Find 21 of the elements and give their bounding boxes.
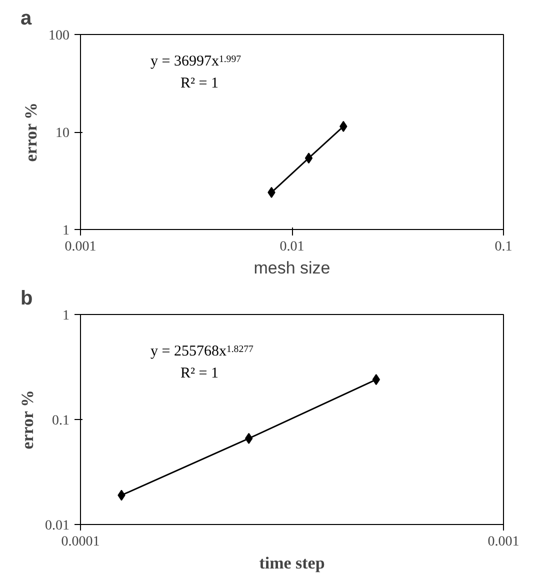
annotation: R² = 1	[180, 76, 218, 92]
chart-title: a	[20, 8, 32, 30]
x-axis-title: time step	[259, 554, 325, 572]
x-tick-label: 0.0001	[61, 534, 100, 550]
y-tick-label: 1	[62, 224, 70, 238]
y-tick-label: 0.1	[52, 414, 70, 428]
y-axis-title: error %	[22, 102, 40, 162]
x-tick-label: 0.01	[280, 240, 304, 254]
y-tick-label: 10	[56, 126, 70, 141]
chart-title: b	[20, 288, 33, 310]
x-tick-label: 0.001	[488, 534, 520, 550]
x-tick-label: 0.1	[494, 240, 512, 254]
y-tick-label: 100	[48, 28, 70, 44]
point	[244, 432, 253, 444]
y-tick-label: 0.01	[45, 518, 70, 534]
x-axis-title: mesh size	[254, 258, 330, 278]
x-tick-label: 0.001	[64, 240, 96, 254]
point	[304, 152, 313, 164]
y-tick-label: 1	[62, 308, 70, 324]
y-axis-title: error %	[18, 390, 37, 450]
annotation: R² = 1	[180, 366, 218, 382]
